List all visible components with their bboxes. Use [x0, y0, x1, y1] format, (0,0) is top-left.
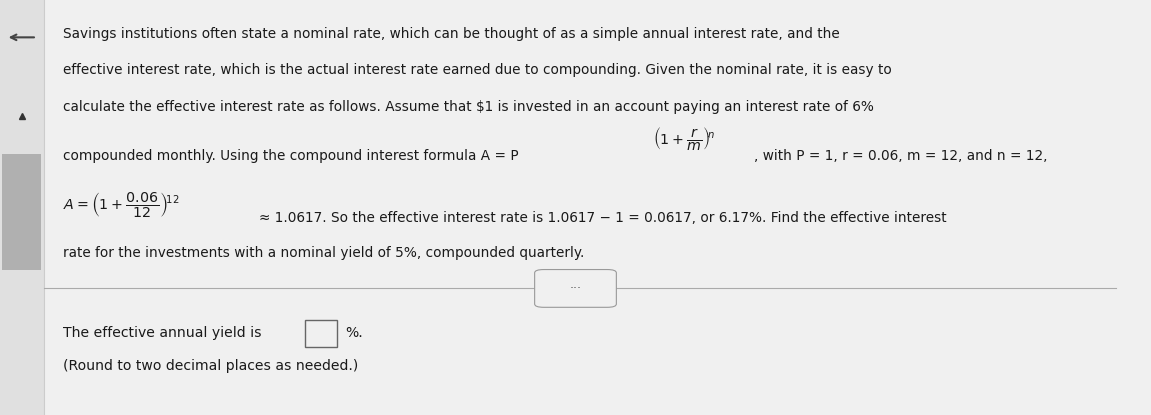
Text: ≈ 1.0617. So the effective interest rate is 1.0617 − 1 = 0.0617, or 6.17%. Find : ≈ 1.0617. So the effective interest rate… — [259, 211, 946, 225]
Text: (Round to two decimal places as needed.): (Round to two decimal places as needed.) — [63, 359, 359, 374]
FancyBboxPatch shape — [534, 270, 617, 307]
Text: The effective annual yield is: The effective annual yield is — [63, 326, 261, 340]
Text: Savings institutions often state a nominal rate, which can be thought of as a si: Savings institutions often state a nomin… — [63, 27, 840, 41]
Text: calculate the effective interest rate as follows. Assume that $1 is invested in : calculate the effective interest rate as… — [63, 100, 874, 114]
Text: $\left(1+\dfrac{r}{m}\right)^{\!n}$: $\left(1+\dfrac{r}{m}\right)^{\!n}$ — [653, 127, 715, 154]
Bar — [305, 320, 337, 347]
Text: effective interest rate, which is the actual interest rate earned due to compoun: effective interest rate, which is the ac… — [63, 63, 892, 78]
Text: rate for the investments with a nominal yield of 5%, compounded quarterly.: rate for the investments with a nominal … — [63, 246, 585, 260]
Text: , with P = 1, r = 0.06, m = 12, and n = 12,: , with P = 1, r = 0.06, m = 12, and n = … — [754, 149, 1047, 164]
Text: compounded monthly. Using the compound interest formula A = P: compounded monthly. Using the compound i… — [63, 149, 519, 164]
Text: ···: ··· — [570, 282, 581, 295]
Text: %.: %. — [345, 326, 363, 340]
Text: $A=\left(1+\dfrac{0.06}{12}\right)^{\!12}$: $A=\left(1+\dfrac{0.06}{12}\right)^{\!12… — [63, 191, 180, 220]
Bar — [2, 154, 41, 270]
Bar — [0, 0, 44, 415]
